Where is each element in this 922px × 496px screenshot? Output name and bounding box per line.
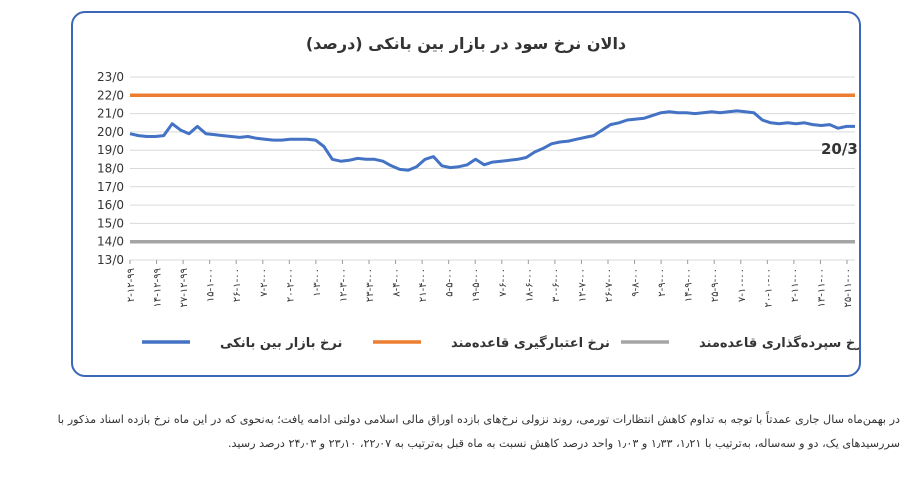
chart-frame: دالان نرخ سود در بازار بین بانکی (درصد) … <box>71 11 861 377</box>
x-tick-label: ۱۴-۱۲-۹۹ <box>153 268 164 307</box>
x-tick-label: ۷-۲-۰۰ <box>259 268 270 297</box>
x-tick-label: ۷-۶-۰۰ <box>498 268 509 297</box>
x-tick-label: ۲۰-۱۰-۰۰ <box>763 268 774 307</box>
y-tick-label: 13/0 <box>97 253 124 267</box>
legend: نرخ بازار بین بانکی نرخ اعتبارگیری قاعده‌… <box>142 335 859 351</box>
end-value-label: 20/3 <box>821 140 858 158</box>
x-tick-label: ۲۵-۹-۰۰ <box>710 268 721 302</box>
x-tick-label: ۲۷-۱۲-۹۹ <box>179 268 190 307</box>
x-tick-label: ۳۰-۶-۰۰ <box>551 268 562 302</box>
y-tick-label: 23/0 <box>97 70 124 84</box>
legend-label: نرخ سپرده‌گذاری قاعده‌مند <box>699 335 859 351</box>
x-tick-label: ۲۰-۲-۰۰ <box>285 268 296 302</box>
y-tick-label: 19/0 <box>97 143 124 157</box>
y-tick-label: 20/0 <box>97 125 124 139</box>
x-tick-label: ۲-۱۲-۹۹ <box>126 268 137 302</box>
x-tick-label: ۱۸-۶-۰۰ <box>524 268 535 302</box>
x-tick-label: ۱۹-۵-۰۰ <box>471 268 482 302</box>
x-tick-label: ۲-۹-۰۰ <box>657 268 668 297</box>
x-tick-label: ۸-۴-۰۰ <box>392 268 403 297</box>
series-lines <box>129 93 855 244</box>
y-tick-label: 22/0 <box>97 88 124 102</box>
legend-label: نرخ بازار بین بانکی <box>220 336 342 351</box>
x-tick-label: ۱۲-۳-۰۰ <box>338 268 349 302</box>
series-line-0 <box>129 109 855 172</box>
x-tick-label: ۱۳-۱۱-۰۰ <box>816 268 827 307</box>
grid <box>130 76 855 261</box>
x-axis: ۲-۱۲-۹۹ ۱۴-۱۲-۹۹ ۲۷-۱۲-۹۹ ۱۵-۱-۰۰ ۲۶-۱-۰۰ ۷-۲… <box>126 260 854 307</box>
y-tick-label: 15/0 <box>97 216 124 230</box>
x-tick-label: ۱۲-۷-۰۰ <box>577 268 588 302</box>
legend-label: نرخ اعتبارگیری قاعده‌مند <box>451 335 610 351</box>
x-tick-label: ۲۱-۴-۰۰ <box>418 268 429 302</box>
caption-paragraph: در بهمن‌ماه سال جاری عمدتاً با توجه به ت… <box>57 413 900 450</box>
y-tick-label: 21/0 <box>97 107 124 121</box>
y-axis: 23/0 22/0 21/0 20/0 19/0 18/0 17/0 16/0 15/0 14/0… <box>97 70 124 267</box>
x-tick-label: ۲۳-۳-۰۰ <box>365 268 376 302</box>
y-tick-label: 14/0 <box>97 235 124 249</box>
x-tick-label: ۲۵-۱۱-۰۰ <box>843 268 854 307</box>
y-tick-label: 18/0 <box>97 162 124 176</box>
x-tick-label: ۲۶-۷-۰۰ <box>604 268 615 302</box>
chart-svg: دالان نرخ سود در بازار بین بانکی (درصد) … <box>97 34 859 351</box>
x-tick-label: ۱۴-۹-۰۰ <box>684 268 695 302</box>
y-tick-label: 17/0 <box>97 180 124 194</box>
x-tick-label: ۱-۳-۰۰ <box>312 268 323 297</box>
x-tick-label: ۱۵-۱-۰۰ <box>206 268 217 302</box>
x-tick-label: ۷-۱۰-۰۰ <box>737 268 748 302</box>
chart-title: دالان نرخ سود در بازار بین بانکی (درصد) <box>306 34 626 53</box>
x-tick-label: ۲۶-۱-۰۰ <box>232 268 243 302</box>
x-tick-label: ۲-۱۱-۰۰ <box>790 268 801 302</box>
y-tick-label: 16/0 <box>97 198 124 212</box>
x-tick-label: ۵-۵-۰۰ <box>445 268 456 297</box>
x-tick-label: ۹-۸-۰۰ <box>631 268 642 297</box>
